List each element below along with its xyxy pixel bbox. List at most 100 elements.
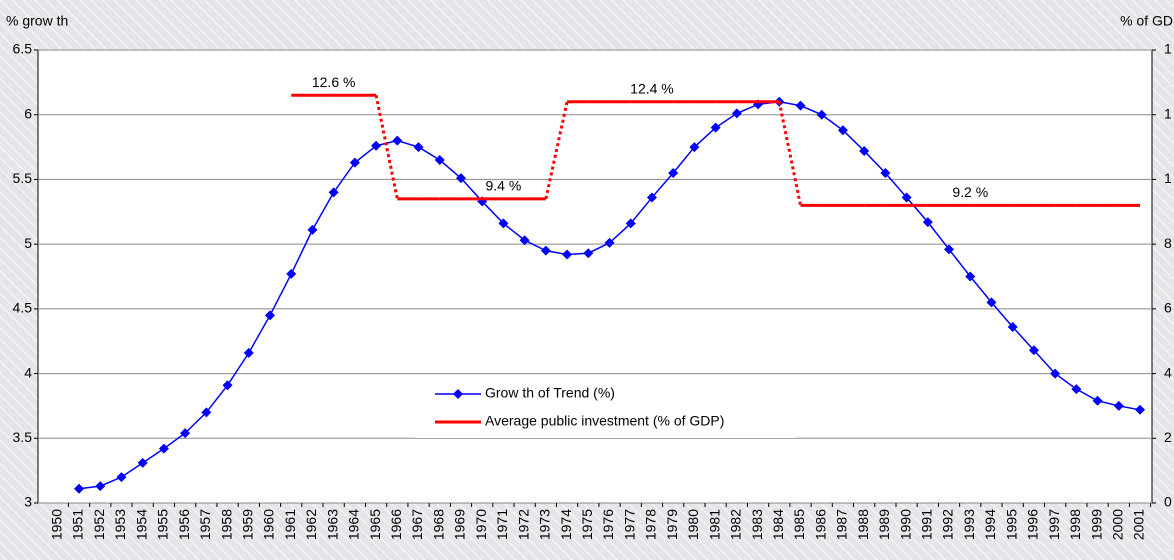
point-marker [986,297,997,308]
point-marker [74,483,85,494]
point-marker [837,125,848,136]
point-marker [265,310,275,321]
y-tick-label: 6.5 [13,41,33,57]
x-tick-label: 1996 [1025,509,1041,540]
y-tick-label: 3 [24,494,32,510]
legend: Grow th of Trend (%) Average public inves… [415,378,795,438]
point-marker [1135,404,1146,415]
y2-tick-label: 6 [1164,300,1172,316]
x-tick-label: 1976 [600,509,616,540]
x-tick-label: 1967 [409,509,425,540]
x-tick-label: 1964 [346,509,362,540]
point-marker [349,157,360,168]
y-axis-title: % grow th [6,13,68,29]
x-tick-label: 1992 [940,509,956,540]
y2-tick-label: 1 [1164,105,1172,121]
x-tick-label: 1963 [324,509,340,540]
x-tick-label: 1953 [112,509,128,540]
x-tick-label: 1950 [49,509,65,540]
x-tick-label: 1980 [685,509,701,540]
x-tick-label: 1979 [664,509,680,540]
x-tick-label: 1966 [388,509,404,540]
x-tick-label: 1977 [621,509,637,540]
x-tick-label: 1981 [706,509,722,540]
point-marker [583,248,594,259]
point-marker [392,135,403,146]
x-tick-label: 1960 [261,509,277,540]
point-marker [95,481,106,492]
x-tick-label: 1995 [1003,509,1019,540]
point-marker [859,145,870,156]
x-tick-label: 1975 [579,509,595,540]
point-marker [116,472,127,483]
point-marker [1007,321,1018,332]
legend-label: Grow th of Trend (%) [485,385,615,401]
x-tick-label: 1973 [537,509,553,540]
point-marker [646,192,657,203]
x-tick-label: 1993 [961,509,977,540]
point-marker [286,268,297,279]
x-tick-label: 1983 [749,509,765,540]
data-label: 12.6 % [312,74,356,90]
point-marker [795,100,806,111]
y2-tick-label: 1 [1164,170,1172,186]
x-tick-label: 1985 [791,509,807,540]
x-tick-label: 1962 [303,509,319,540]
point-marker [455,173,466,184]
legend-marker [453,389,463,399]
point-marker [413,142,424,153]
point-marker [922,217,933,228]
investment-step [544,101,569,200]
point-marker [180,428,191,439]
x-tick-label: 1997 [1046,509,1062,540]
x-tick-label: 1991 [919,509,935,540]
x-tick-label: 2000 [1110,509,1126,540]
point-marker [710,122,721,133]
y-tick-label: 4.5 [13,300,33,316]
point-marker [243,347,254,358]
point-marker [668,167,679,178]
y-tick-label: 6 [24,105,32,121]
y2-tick-label: 1 [1164,41,1172,57]
legend-label: Average public investment (% of GDP) [485,413,724,429]
data-label: 9.4 % [486,178,522,194]
point-marker [434,155,445,166]
x-tick-label: 1954 [133,509,149,540]
x-tick-label: 1972 [515,509,531,540]
point-marker [158,443,169,454]
x-tick-label: 1986 [812,509,828,540]
x-tick-label: 1978 [643,509,659,540]
point-marker [307,224,318,235]
x-tick-label: 1998 [1067,509,1083,540]
point-marker [816,109,827,120]
x-tick-label: 1956 [176,509,192,540]
point-marker [901,192,912,203]
y2-tick-label: 2 [1164,429,1172,445]
point-marker [1071,384,1082,395]
point-marker [137,457,148,468]
x-tick-label: 2001 [1131,509,1147,540]
point-marker [519,235,530,246]
point-marker [1028,345,1039,356]
x-tick-label: 1994 [982,509,998,540]
y2-tick-label: 8 [1164,235,1172,251]
point-marker [1050,368,1061,379]
point-marker [1113,400,1124,411]
point-marker [328,187,339,198]
x-tick-label: 1952 [91,509,107,540]
point-marker [371,140,382,151]
point-marker [1092,395,1103,406]
x-tick-label: 1970 [473,509,489,540]
point-marker [604,237,615,248]
x-tick-label: 1988 [855,509,871,540]
x-tick-label: 1951 [70,509,86,540]
point-marker [498,218,509,229]
x-tick-label: 1961 [282,509,298,540]
point-marker [540,245,551,256]
y2-tick-label: 4 [1164,364,1172,380]
x-tick-label: 1984 [770,509,786,540]
point-marker [201,407,212,418]
point-marker [880,167,891,178]
point-marker [944,244,955,255]
